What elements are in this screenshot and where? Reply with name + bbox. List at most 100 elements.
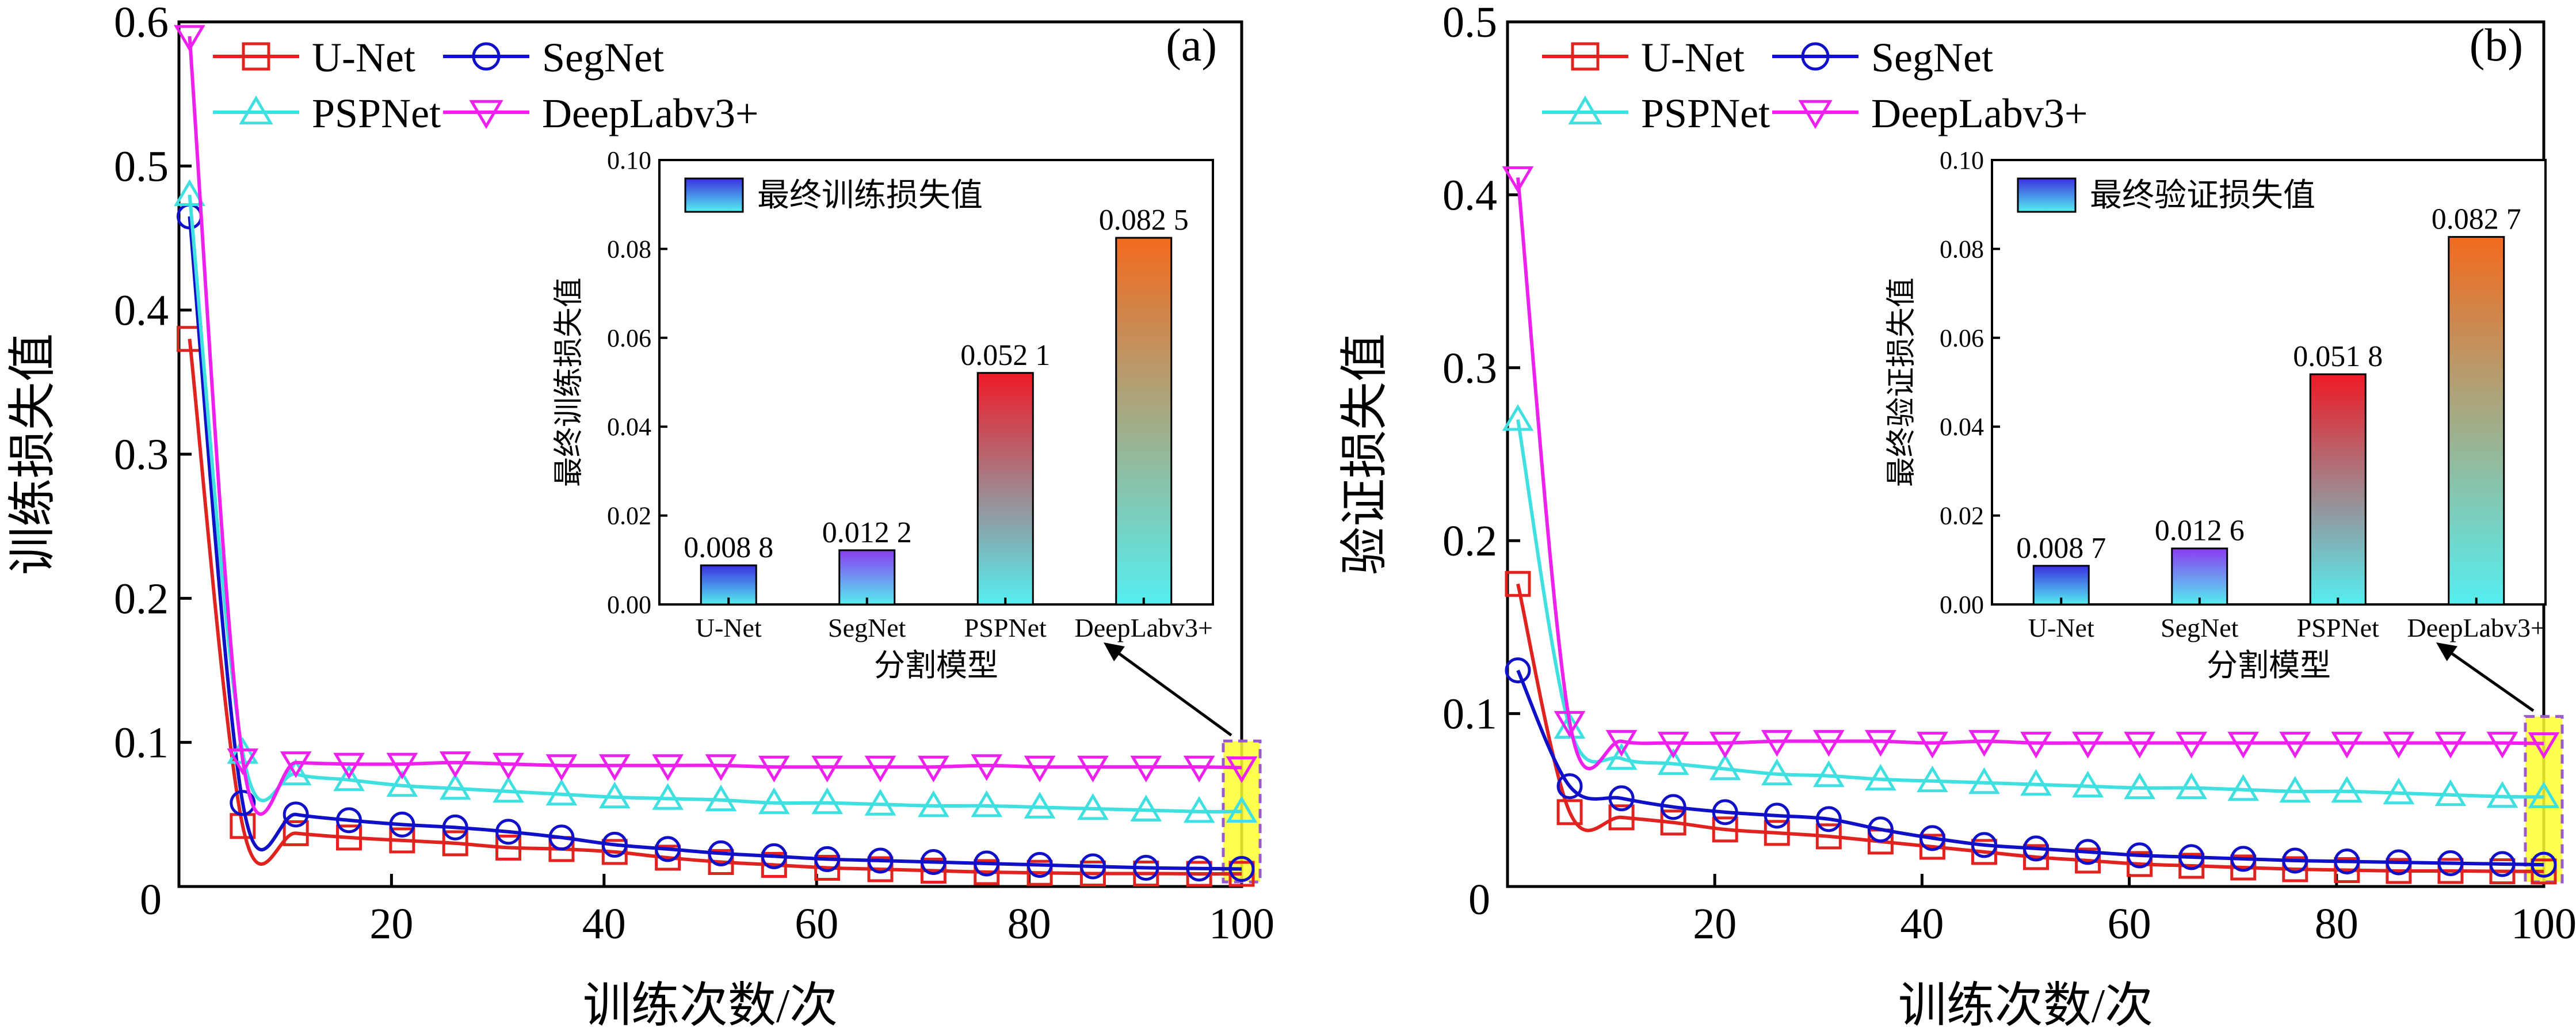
data-point xyxy=(386,752,418,780)
series-line-pspnet xyxy=(1516,419,2544,799)
data-point xyxy=(2437,850,2464,876)
data-point xyxy=(2331,775,2363,803)
inset-y-axis-title: 最终验证损失值 xyxy=(1886,277,1918,487)
data-point xyxy=(708,840,734,866)
data-point xyxy=(389,811,415,838)
data-point xyxy=(867,847,894,874)
data-point xyxy=(174,179,205,206)
inset-bar-value-label: 0.051 8 xyxy=(2293,340,2383,373)
data-point xyxy=(2386,858,2412,884)
data-point xyxy=(442,814,468,840)
y-tick-label: 0.4 xyxy=(114,287,169,335)
data-point xyxy=(1505,657,1531,683)
legend-marker xyxy=(1568,95,1602,125)
data-point xyxy=(2020,732,2052,759)
data-point xyxy=(601,831,628,858)
data-point xyxy=(2178,844,2205,870)
legend-label: U-Net xyxy=(1641,35,1745,81)
y-axis-title: 训练损失值 xyxy=(6,333,60,575)
x-tick-label: 40 xyxy=(1900,900,1944,948)
inset-y-axis-title: 最终训练损失值 xyxy=(553,277,586,487)
data-point xyxy=(2486,732,2518,759)
origin-label: 0 xyxy=(1468,876,1490,924)
data-point xyxy=(1024,792,1056,819)
data-point xyxy=(1608,804,1635,831)
data-point xyxy=(917,755,949,783)
data-point xyxy=(1709,753,1741,781)
data-point xyxy=(1764,820,1790,846)
data-point xyxy=(2176,732,2208,759)
data-point xyxy=(1502,404,1534,431)
data-point xyxy=(333,764,365,792)
data-point xyxy=(758,755,790,783)
data-point xyxy=(1764,802,1790,829)
x-tick-label: 20 xyxy=(369,900,413,948)
data-point xyxy=(1186,855,1212,882)
data-point xyxy=(280,751,312,778)
data-point xyxy=(1712,816,1738,843)
data-point xyxy=(1183,755,1215,783)
inset-legend-swatch xyxy=(684,177,744,213)
data-point xyxy=(758,787,790,815)
data-point xyxy=(2227,774,2260,801)
inset-y-tick-label: 0.06 xyxy=(1940,324,1984,352)
data-point xyxy=(1919,834,1945,860)
inset-legend-label: 最终验证损失值 xyxy=(2090,178,2315,214)
data-point xyxy=(442,830,468,857)
data-point xyxy=(548,824,575,851)
final-epoch-highlight xyxy=(2524,715,2564,884)
legend-marker xyxy=(1571,42,1600,71)
inset-y-tick-label: 0.00 xyxy=(1940,591,1984,619)
legend-label: PSPNet xyxy=(312,90,441,136)
data-point xyxy=(1812,730,1845,757)
data-point xyxy=(336,824,362,851)
inset-x-tick-label: U-Net xyxy=(696,613,762,642)
data-point xyxy=(2334,848,2360,874)
data-point xyxy=(2127,842,2153,869)
data-point xyxy=(2386,849,2412,876)
data-point xyxy=(174,25,205,52)
data-point xyxy=(601,839,628,865)
inset-y-tick-label: 0.10 xyxy=(607,146,651,174)
inset-x-axis-title: 分割模型 xyxy=(874,648,998,683)
data-point xyxy=(545,778,578,806)
data-point xyxy=(280,758,312,786)
data-point xyxy=(1130,794,1162,821)
data-point xyxy=(1079,853,1106,880)
data-point xyxy=(655,844,681,871)
data-point xyxy=(1761,730,1793,757)
x-tick-label: 20 xyxy=(1693,900,1737,948)
inset-bar xyxy=(2448,236,2505,606)
data-point xyxy=(230,790,256,816)
legend-marker xyxy=(242,42,270,71)
data-point xyxy=(974,850,1000,877)
data-point xyxy=(1968,767,2000,794)
legend-marker xyxy=(1801,42,1830,71)
data-point xyxy=(336,807,362,834)
data-point xyxy=(708,849,734,875)
x-axis-title: 训练次数/次 xyxy=(1898,979,2153,1031)
data-point xyxy=(1183,796,1215,823)
data-point xyxy=(2531,858,2557,885)
data-point xyxy=(864,789,896,816)
data-point xyxy=(2279,732,2311,759)
data-point xyxy=(2127,851,2153,877)
inset-y-tick-label: 0.10 xyxy=(1940,146,1984,174)
data-point xyxy=(1968,730,2000,757)
data-point xyxy=(1657,732,1689,759)
y-tick-label: 0.4 xyxy=(1442,171,1497,219)
legend-label: SegNet xyxy=(542,35,664,81)
x-tick-label: 100 xyxy=(1209,900,1274,948)
y-tick-label: 0.2 xyxy=(114,575,169,623)
data-point xyxy=(495,834,522,861)
legend-marker xyxy=(1798,100,1833,130)
data-point xyxy=(761,851,787,878)
data-point xyxy=(1815,806,1842,832)
inset-legend-swatch xyxy=(2017,177,2077,213)
inset-x-tick-label: U-Net xyxy=(2028,613,2094,642)
x-tick-label: 60 xyxy=(2108,900,2151,948)
panel-label: (a) xyxy=(1166,20,1217,71)
data-point xyxy=(864,755,896,783)
pointer-arrow-head xyxy=(1104,642,1125,661)
panel-label: (b) xyxy=(2470,20,2523,71)
